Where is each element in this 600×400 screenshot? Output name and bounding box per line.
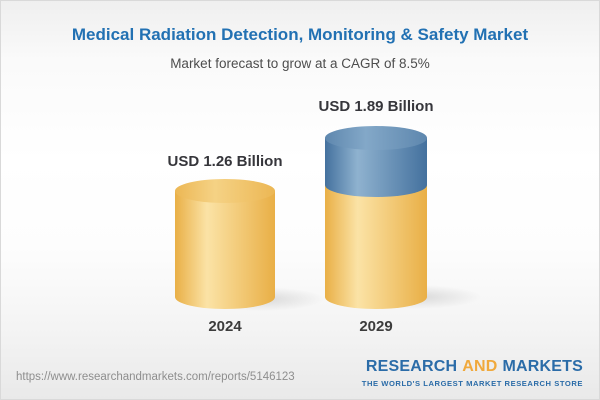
logo-word-and: AND (462, 358, 498, 375)
logo-word-research: RESEARCH (365, 358, 458, 375)
axis-label-2029: 2029 (359, 318, 393, 335)
report-url: https://www.researchandmarkets.com/repor… (16, 371, 295, 383)
research-and-markets-logo: RESEARCH AND MARKETS THE WORLD'S LARGEST M… (362, 358, 583, 388)
cylinder-top-2024 (175, 179, 275, 204)
logo-word-markets: MARKETS (502, 358, 583, 375)
cylinder-segment-2029-gold (325, 185, 427, 309)
value-label-2029: USD 1.89 Billion (318, 98, 434, 115)
chart-title: Medical Radiation Detection, Monitoring … (71, 25, 529, 44)
chart-subtitle: Market forecast to grow at a CAGR of 8.5… (170, 56, 430, 71)
cylinder-segment-2024-gold (175, 191, 275, 309)
logo-tagline: THE WORLD'S LARGEST MARKET RESEARCH STOR… (361, 379, 583, 388)
axis-label-2024: 2024 (208, 318, 242, 335)
cylinder-top-2029 (325, 126, 427, 151)
logo-wordmark: RESEARCH AND MARKETS (362, 358, 583, 376)
value-label-2024: USD 1.26 Billion (167, 153, 283, 170)
